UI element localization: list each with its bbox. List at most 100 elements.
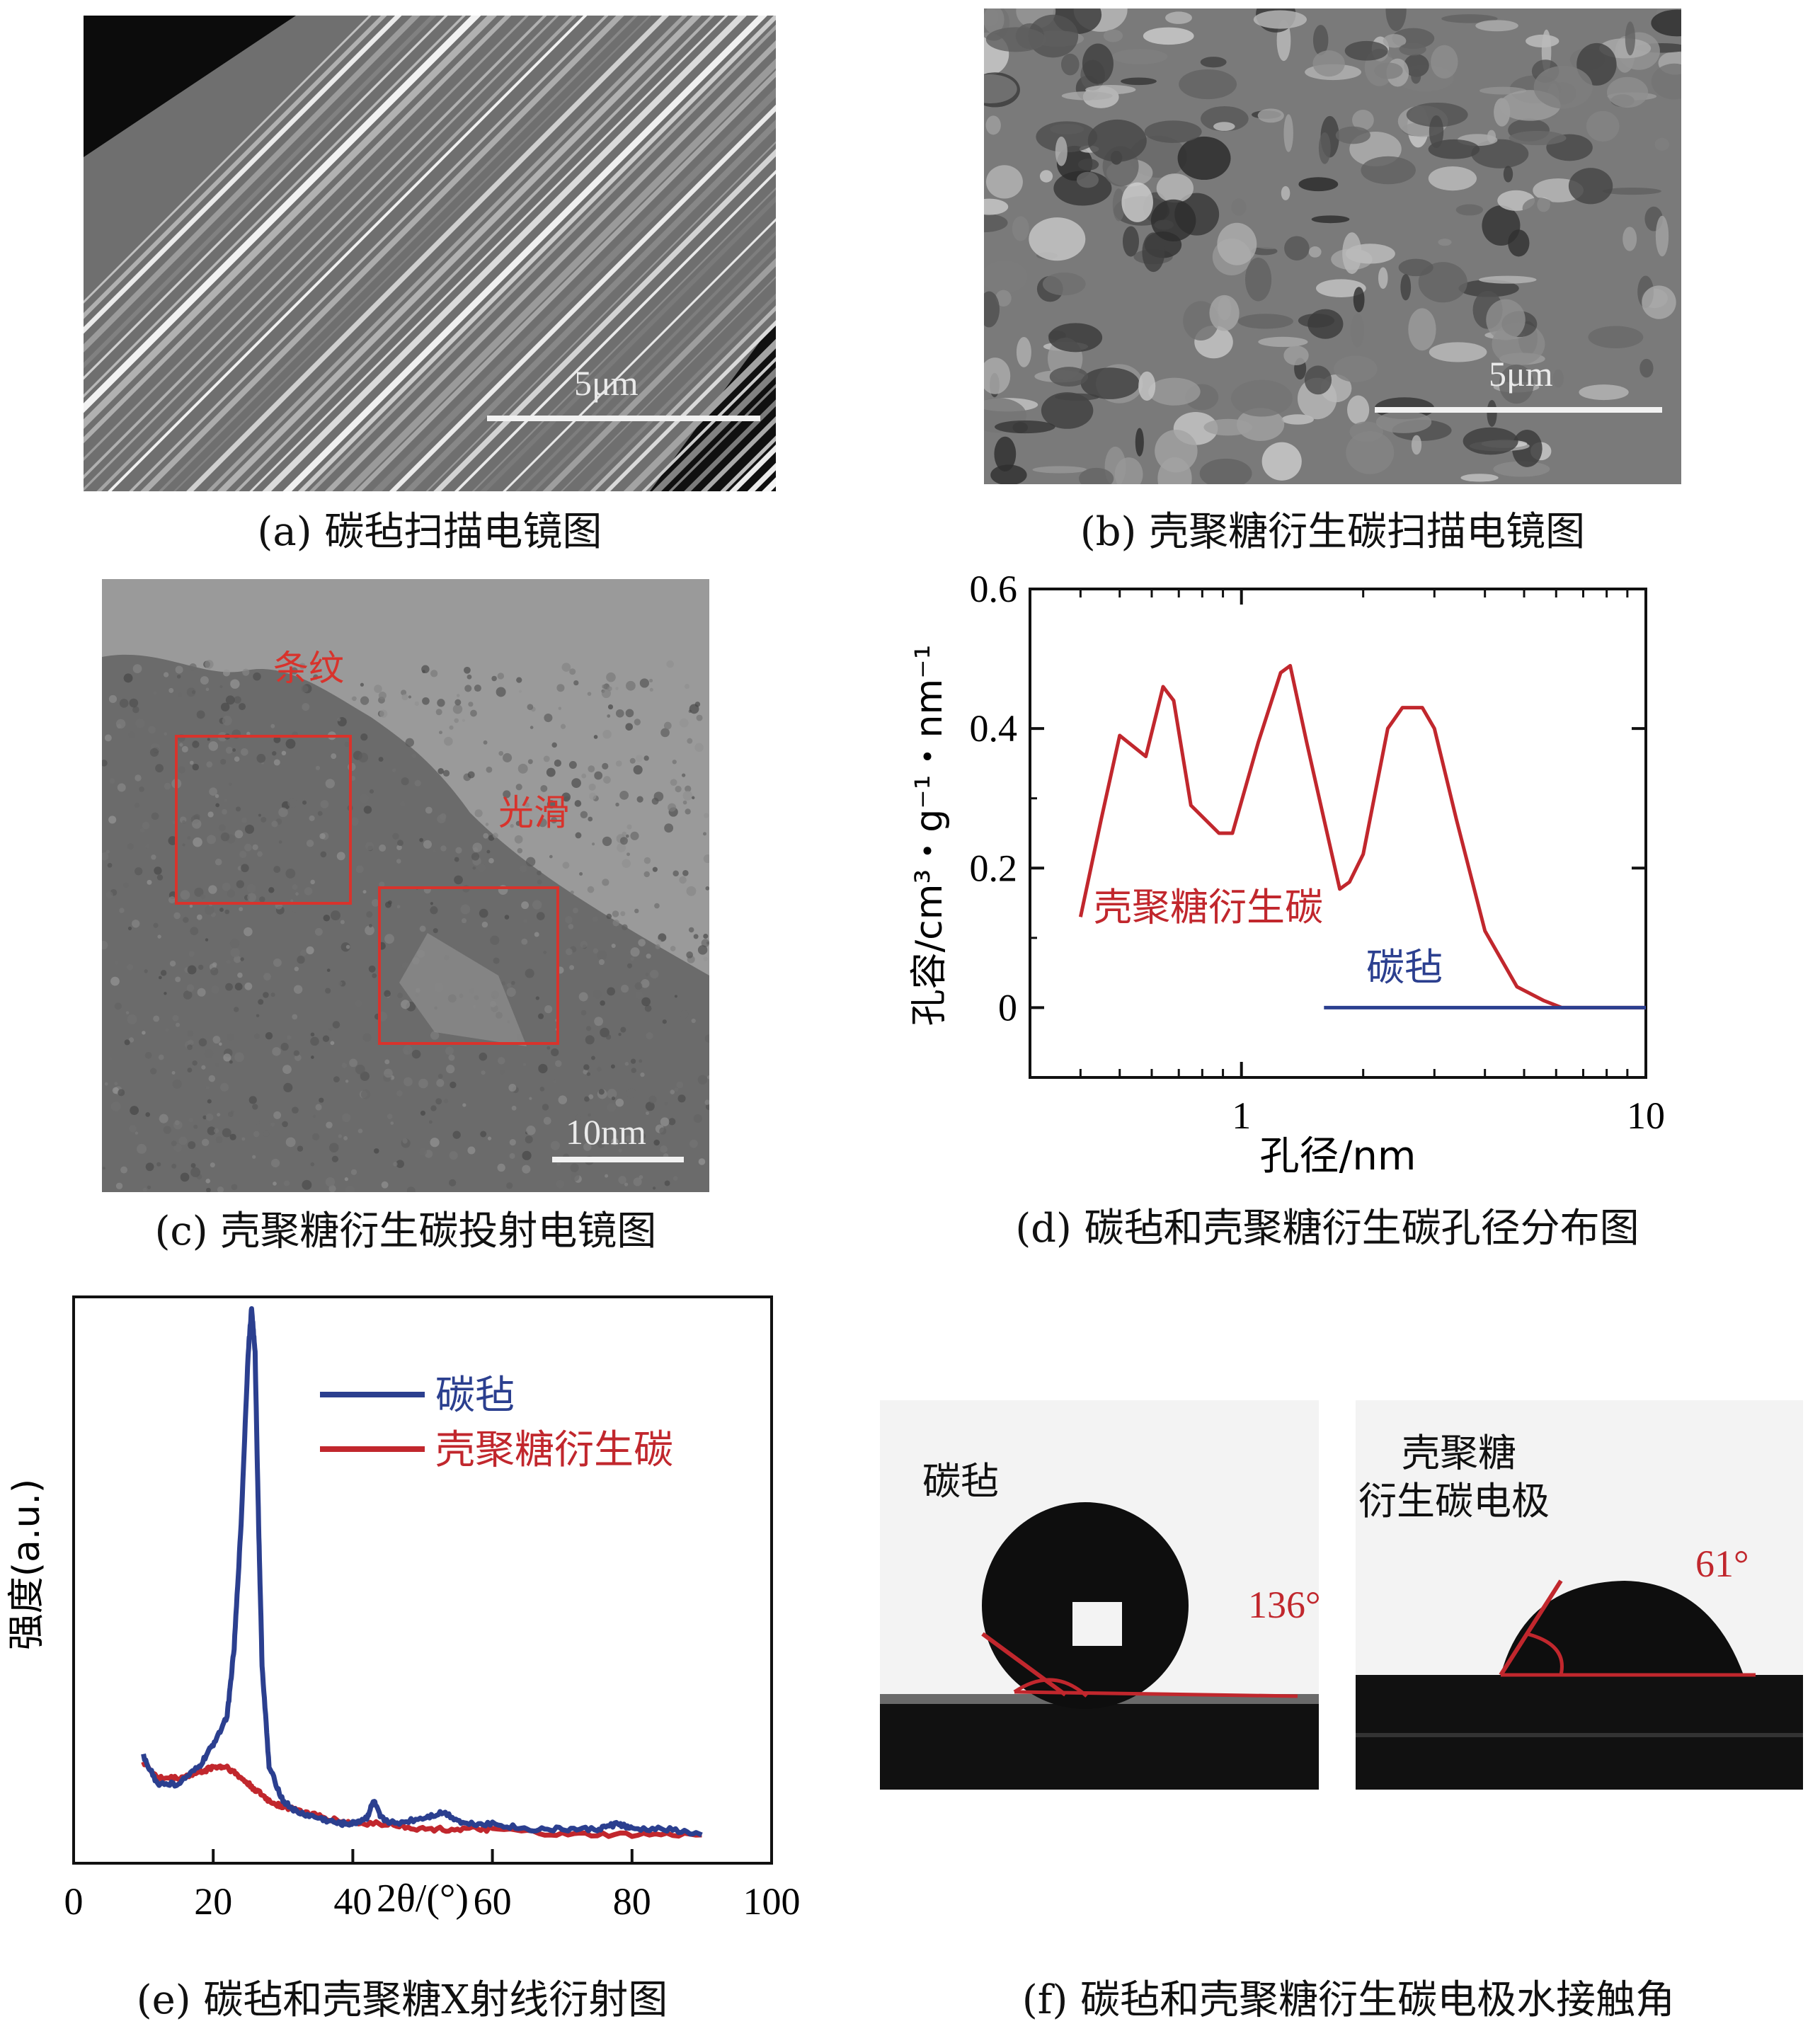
tem-grain xyxy=(473,847,479,852)
tem-grain xyxy=(205,905,214,915)
tem-grain xyxy=(278,840,282,844)
fiber-streak xyxy=(129,16,609,491)
tem-grain xyxy=(396,859,401,864)
pore-blob xyxy=(1042,273,1086,296)
pore-blob xyxy=(1602,187,1661,195)
tem-grain xyxy=(618,1148,622,1152)
tem-grain xyxy=(436,1079,445,1087)
fiber-streak xyxy=(249,16,728,491)
tem-grain xyxy=(634,982,643,990)
tem-grain xyxy=(593,948,599,954)
tem-grain xyxy=(110,976,120,986)
tem-grain xyxy=(176,674,181,679)
tem-grain xyxy=(182,820,186,824)
tem-grain xyxy=(630,956,634,961)
caption-f: (f) 碳毡和壳聚糖衍生碳电极水接触角 xyxy=(1021,1977,1676,2023)
plot-frame xyxy=(1029,588,1647,1079)
tem-grain xyxy=(625,834,629,838)
tem-grain xyxy=(437,699,445,707)
pore-blob xyxy=(1121,77,1157,86)
tem-grain xyxy=(180,1172,190,1182)
tem-grain xyxy=(283,1082,293,1092)
tem-grain xyxy=(685,808,691,815)
tem-grain xyxy=(187,965,197,975)
x-tick-label: 20 xyxy=(194,1880,232,1923)
tem-grain xyxy=(178,692,182,697)
tem-grain xyxy=(677,1094,686,1103)
tem-grain xyxy=(234,983,243,991)
pore-blob xyxy=(1283,345,1309,366)
fiber-streak xyxy=(84,16,372,304)
tem-grain xyxy=(273,759,280,766)
pore-blob xyxy=(1404,54,1429,77)
tem-grain xyxy=(217,1113,221,1117)
tem-grain xyxy=(332,1021,340,1029)
tem-grain xyxy=(689,704,699,714)
tem-grain xyxy=(583,1064,590,1070)
tem-grain xyxy=(462,1103,467,1107)
tem-grain xyxy=(236,880,244,888)
tem-grain xyxy=(606,672,616,682)
tem-grain xyxy=(580,811,588,819)
tem-grain xyxy=(183,990,193,1000)
tem-grain xyxy=(411,753,417,759)
tem-grain xyxy=(617,842,626,852)
fiber-streak xyxy=(404,119,776,491)
tem-grain xyxy=(600,1000,605,1006)
pore-blob xyxy=(1231,198,1247,216)
tem-grain xyxy=(258,813,261,817)
tem-grain xyxy=(182,843,185,847)
tem-grain xyxy=(130,1106,139,1115)
pore-blob xyxy=(1251,246,1278,256)
tem-grain xyxy=(132,664,142,674)
tem-grain xyxy=(273,736,281,743)
tem-grain xyxy=(411,1049,421,1059)
tem-grain xyxy=(622,859,631,869)
tem-grain xyxy=(312,1114,316,1119)
tem-grain xyxy=(556,684,565,692)
tem-grain xyxy=(215,1136,223,1143)
tem-grain xyxy=(615,687,619,690)
tem-grain xyxy=(244,843,252,852)
tem-grain xyxy=(525,968,534,978)
tem-grain xyxy=(222,808,227,815)
tem-grain xyxy=(506,1182,513,1189)
tem-grain xyxy=(685,785,692,792)
tem-grain xyxy=(686,886,697,896)
tem-grain xyxy=(607,987,616,996)
pore-blob xyxy=(1157,457,1192,484)
tem-grain xyxy=(290,899,294,903)
tem-grain xyxy=(209,787,217,796)
scale-bar xyxy=(487,416,760,421)
tem-grain xyxy=(518,690,522,693)
pore-blob xyxy=(1308,246,1322,258)
tem-grain xyxy=(135,774,142,782)
tem-grain xyxy=(525,802,530,808)
tem-grain xyxy=(511,980,515,985)
tem-grain xyxy=(175,1022,181,1027)
tem-grain xyxy=(142,1187,147,1192)
tem-grain xyxy=(378,757,384,762)
x-tick-label: 40 xyxy=(333,1880,372,1923)
tem-grain xyxy=(302,1179,312,1190)
tem-grain xyxy=(464,666,471,674)
tem-grain xyxy=(514,835,523,844)
tem-grain xyxy=(584,1096,590,1102)
tem-grain xyxy=(481,921,488,928)
tem-grain xyxy=(292,1106,299,1114)
tem-grain xyxy=(178,766,185,774)
tem-grain xyxy=(454,857,459,862)
tem-grain xyxy=(197,988,206,997)
tem-grain xyxy=(430,906,438,915)
pore-blob xyxy=(1028,14,1079,58)
x-axis-label: 2θ/(°) xyxy=(377,1877,469,1921)
tem-grain xyxy=(358,753,369,762)
tem-grain xyxy=(273,1182,277,1186)
tem-grain xyxy=(543,951,547,954)
tem-grain xyxy=(641,979,650,988)
tem-grain xyxy=(420,1110,426,1116)
tem-grain xyxy=(338,981,343,986)
fiber-streak xyxy=(560,275,776,491)
pore-blob xyxy=(995,290,1012,307)
angle-felt: 136° xyxy=(1248,1584,1319,1626)
